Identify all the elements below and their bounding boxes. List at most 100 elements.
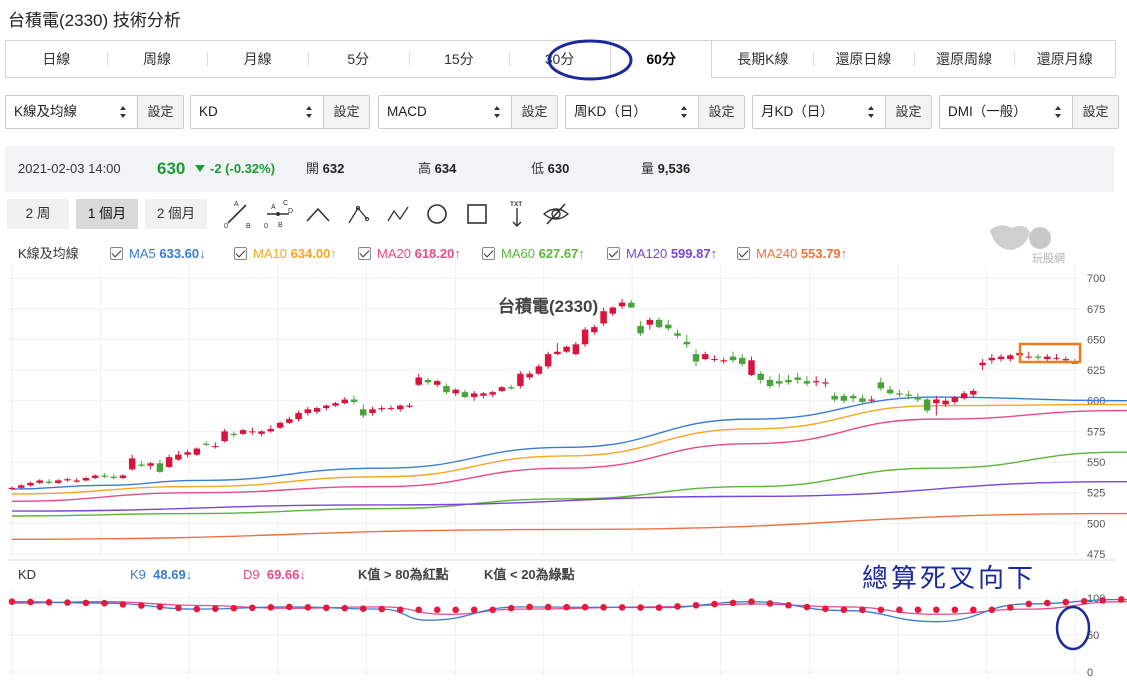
tab-period-1[interactable]: 周線 — [106, 41, 208, 77]
candlesticks — [8, 298, 1079, 491]
candle-body — [1007, 355, 1014, 360]
d-value: 69.66 — [266, 567, 300, 582]
candle — [119, 474, 127, 480]
highlight-box — [1018, 342, 1082, 364]
indicator-select[interactable]: 月KD（日） — [753, 96, 885, 128]
settings-button[interactable]: 設定 — [885, 96, 931, 128]
range-button-0[interactable]: 2 周 — [7, 199, 69, 229]
indicator-select[interactable]: MACD — [379, 96, 511, 128]
checkbox-checked-icon[interactable] — [234, 247, 247, 260]
select-arrows-icon — [120, 106, 127, 118]
candle-body — [886, 389, 894, 394]
candle-body — [655, 319, 663, 328]
range-button-2[interactable]: 2 個月 — [145, 199, 207, 229]
kd-red-dot — [452, 606, 459, 614]
indicator-select[interactable]: DMI（一般） — [940, 96, 1072, 128]
rectangle-tool-icon[interactable] — [462, 199, 492, 229]
candle — [637, 321, 644, 336]
settings-button[interactable]: 設定 — [698, 96, 744, 128]
tab-period-6[interactable]: 60分 — [609, 41, 713, 78]
ma-toggle-ma120[interactable]: MA120 599.87↑ — [607, 246, 717, 262]
ma-value: 634.00 — [290, 246, 331, 261]
d-arrow: ↓ — [299, 567, 306, 582]
angle-tool-icon[interactable] — [303, 199, 333, 229]
kd-red-dot — [101, 599, 108, 607]
candle-body — [175, 454, 182, 460]
text-tool-icon[interactable]: TXT — [502, 199, 532, 229]
tab-period-9[interactable]: 還原周線 — [913, 41, 1015, 77]
tab-period-2[interactable]: 月線 — [207, 41, 308, 77]
indicator-selector-3: 周KD（日） 設定 — [565, 95, 745, 129]
candle — [997, 354, 1005, 362]
kd-red-dot — [1099, 597, 1107, 604]
candle — [54, 479, 62, 485]
candle — [544, 351, 552, 369]
candle-body — [304, 409, 312, 413]
ma-toggle-ma240[interactable]: MA240 553.79↑ — [737, 246, 847, 262]
candle — [877, 377, 885, 391]
tab-period-8[interactable]: 還原日線 — [813, 41, 914, 77]
candle-body — [970, 390, 977, 395]
checkbox-checked-icon[interactable] — [482, 247, 495, 260]
candle — [526, 371, 533, 380]
annotation-text: 總算死叉向下 — [862, 564, 1036, 594]
candle — [1034, 354, 1042, 361]
k-arrow: ↓ — [185, 567, 193, 582]
candle-body — [517, 373, 524, 387]
ma-toggle-ma5[interactable]: MA5 633.60↓ — [110, 246, 206, 262]
settings-button[interactable]: 設定 — [1072, 96, 1118, 128]
checkbox-checked-icon[interactable] — [737, 247, 750, 260]
tab-period-4[interactable]: 15分 — [408, 41, 510, 77]
candle-body — [868, 399, 875, 401]
candle — [702, 351, 709, 361]
candle-body — [544, 354, 552, 367]
indicator-select[interactable]: KD — [191, 96, 323, 128]
candle-body — [905, 394, 912, 396]
settings-button[interactable]: 設定 — [511, 96, 557, 128]
candle-body — [738, 357, 746, 364]
tab-period-10[interactable]: 還原月線 — [1014, 41, 1115, 77]
candle — [692, 349, 700, 367]
tab-period-3[interactable]: 5分 — [307, 41, 409, 77]
candle — [535, 363, 543, 375]
kd-red-dot — [212, 605, 219, 612]
line-tool-icon[interactable]: A B 0 — [222, 199, 252, 230]
ma-toggle-ma20[interactable]: MA20 618.20↑ — [358, 246, 461, 262]
candle — [951, 395, 959, 405]
quote-change-value: -2 (-0.32%) — [210, 161, 276, 176]
checkbox-checked-icon[interactable] — [607, 247, 620, 260]
candle — [193, 447, 201, 456]
range-button-1[interactable]: 1 個月 — [76, 199, 138, 229]
candle-body — [618, 302, 626, 307]
kd-red-dot — [1025, 600, 1033, 608]
indicator-select[interactable]: K線及均線 — [6, 96, 137, 128]
abc-pattern-icon[interactable] — [343, 199, 373, 229]
tab-period-7[interactable]: 長期K線 — [737, 51, 789, 67]
kd-red-dot — [655, 604, 663, 611]
ma-name: MA240 — [756, 246, 798, 261]
tab-period-0[interactable]: 日線 — [42, 51, 71, 67]
ma-toggle-ma60[interactable]: MA60 627.67↑ — [482, 246, 585, 262]
annotation-circle-60min — [547, 39, 633, 81]
ma-toggle-ma10[interactable]: MA10 634.00↑ — [234, 246, 337, 262]
kd-red-dot — [156, 603, 164, 611]
hide-drawings-icon[interactable] — [541, 199, 571, 229]
indicator-select[interactable]: 周KD（日） — [566, 96, 698, 128]
circle-tool-icon[interactable] — [422, 199, 452, 229]
ma-name: MA10 — [253, 246, 287, 261]
tab-period-5[interactable]: 30分 — [509, 41, 610, 77]
candle — [147, 462, 154, 470]
abcd-pattern-icon[interactable] — [384, 199, 414, 229]
candle-body — [526, 373, 533, 378]
settings-button[interactable]: 設定 — [137, 96, 183, 128]
candle — [304, 406, 312, 416]
settings-button[interactable]: 設定 — [323, 96, 369, 128]
low-label: 低 — [531, 161, 545, 176]
kd-red-dot — [822, 605, 829, 613]
candle-body — [470, 393, 478, 398]
checkbox-checked-icon[interactable] — [358, 247, 371, 260]
candle — [221, 428, 228, 443]
checkbox-checked-icon[interactable] — [110, 247, 123, 260]
